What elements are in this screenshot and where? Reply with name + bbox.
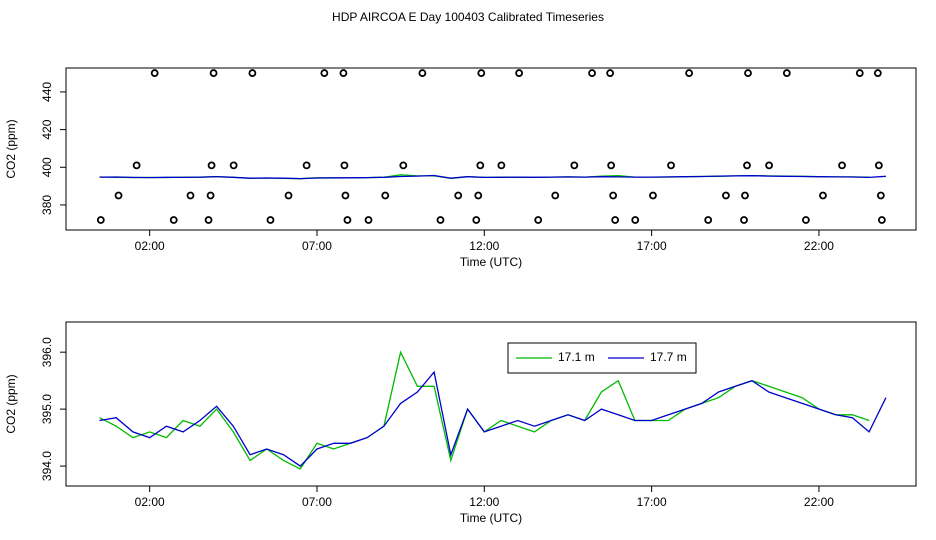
- calibration-point: [229, 161, 238, 170]
- calibration-point: [873, 69, 882, 77]
- calibration-point: [607, 161, 616, 170]
- x-tick-label: 02:00: [135, 495, 165, 509]
- calibration-point: [819, 191, 827, 200]
- chart-title: HDP AIRCOA E Day 100403 Calibrated Times…: [332, 10, 604, 24]
- y-tick-label: 440: [40, 82, 54, 102]
- x-axis-label: Time (UTC): [460, 511, 522, 525]
- y-tick-label: 396.0: [40, 337, 54, 367]
- calibration-point: [649, 191, 657, 200]
- y-tick-label: 380: [40, 195, 54, 215]
- calibration-point: [740, 216, 748, 224]
- calibration-point: [765, 161, 773, 170]
- calibration-point: [876, 191, 885, 200]
- calibration-point: [722, 191, 730, 200]
- calibration-point: [534, 216, 543, 224]
- x-tick-label: 07:00: [302, 495, 332, 509]
- calibration-point: [704, 216, 713, 224]
- legend: 17.1 m 17.7 m: [507, 342, 697, 374]
- plot-frame: [65, 321, 917, 487]
- calibration-point: [606, 69, 615, 77]
- calibration-point: [343, 216, 352, 224]
- x-tick-label: 17:00: [637, 495, 667, 509]
- calibration-point: [284, 191, 293, 200]
- calibration-point: [782, 69, 791, 77]
- calibration-point: [838, 161, 846, 170]
- calibration-point: [266, 216, 275, 224]
- line-series: [99, 370, 887, 467]
- calibration-point: [472, 216, 481, 224]
- calibration-point: [741, 191, 749, 200]
- calibration-point: [476, 161, 485, 170]
- calibration-point: [877, 216, 886, 224]
- calibration-point: [667, 161, 675, 170]
- x-tick-label: 22:00: [804, 495, 834, 509]
- x-tick-label: 12:00: [469, 239, 499, 253]
- legend-label: 17.1 m: [558, 350, 595, 364]
- x-tick-label: 07:00: [302, 239, 332, 253]
- x-axis-label: Time (UTC): [460, 255, 522, 269]
- y-axis-label: CO2 (ppm): [4, 374, 18, 433]
- calibration-point: [186, 191, 195, 200]
- x-tick-label: 02:00: [135, 239, 165, 253]
- calibration-point: [874, 161, 883, 170]
- calibration-point: [631, 216, 640, 224]
- calibration-point: [436, 216, 445, 224]
- plot-frame: [65, 67, 917, 231]
- calibration-point: [454, 191, 463, 200]
- calibration-point: [114, 191, 123, 200]
- calibration-point: [320, 69, 329, 77]
- calibration-point: [204, 216, 213, 224]
- calibration-point: [132, 161, 141, 170]
- calibration-point: [364, 216, 373, 224]
- calibration-point: [206, 191, 215, 200]
- calibration-point: [515, 69, 524, 77]
- calibration-point: [855, 69, 864, 77]
- calibration-point: [381, 191, 390, 200]
- calibration-point: [207, 161, 216, 170]
- legend-label: 17.7 m: [650, 350, 687, 364]
- y-tick-label: 400: [40, 157, 54, 177]
- calibration-point: [169, 216, 178, 224]
- calibration-point: [551, 191, 560, 200]
- calibration-point: [609, 191, 618, 200]
- calibration-point: [418, 69, 427, 77]
- calibration-point: [341, 191, 350, 200]
- calibration-point: [474, 191, 483, 200]
- line-series: [99, 350, 870, 470]
- calibration-point: [340, 161, 349, 170]
- calibration-point: [497, 161, 506, 170]
- calibration-point: [744, 69, 752, 77]
- calibration-point: [150, 69, 159, 77]
- y-tick-label: 394.0: [40, 451, 54, 481]
- y-axis-label: CO2 (ppm): [4, 119, 18, 178]
- x-tick-label: 12:00: [469, 495, 499, 509]
- x-tick-label: 17:00: [637, 239, 667, 253]
- calibration-point: [302, 161, 311, 170]
- calibration-point: [743, 161, 751, 170]
- calibration-point: [611, 216, 620, 224]
- x-tick-label: 22:00: [804, 239, 834, 253]
- calibration-point: [339, 69, 348, 77]
- calibration-point: [96, 216, 105, 224]
- calibration-point: [588, 69, 596, 77]
- calibration-point: [209, 69, 218, 77]
- calibration-point: [248, 69, 257, 77]
- calibration-point: [685, 69, 694, 77]
- calibration-point: [802, 216, 810, 224]
- calibration-point: [399, 161, 408, 170]
- line-series: [99, 174, 886, 180]
- y-tick-label: 420: [40, 119, 54, 139]
- calibration-point: [477, 69, 486, 77]
- calibration-point: [570, 161, 579, 170]
- y-tick-label: 395.0: [40, 394, 54, 424]
